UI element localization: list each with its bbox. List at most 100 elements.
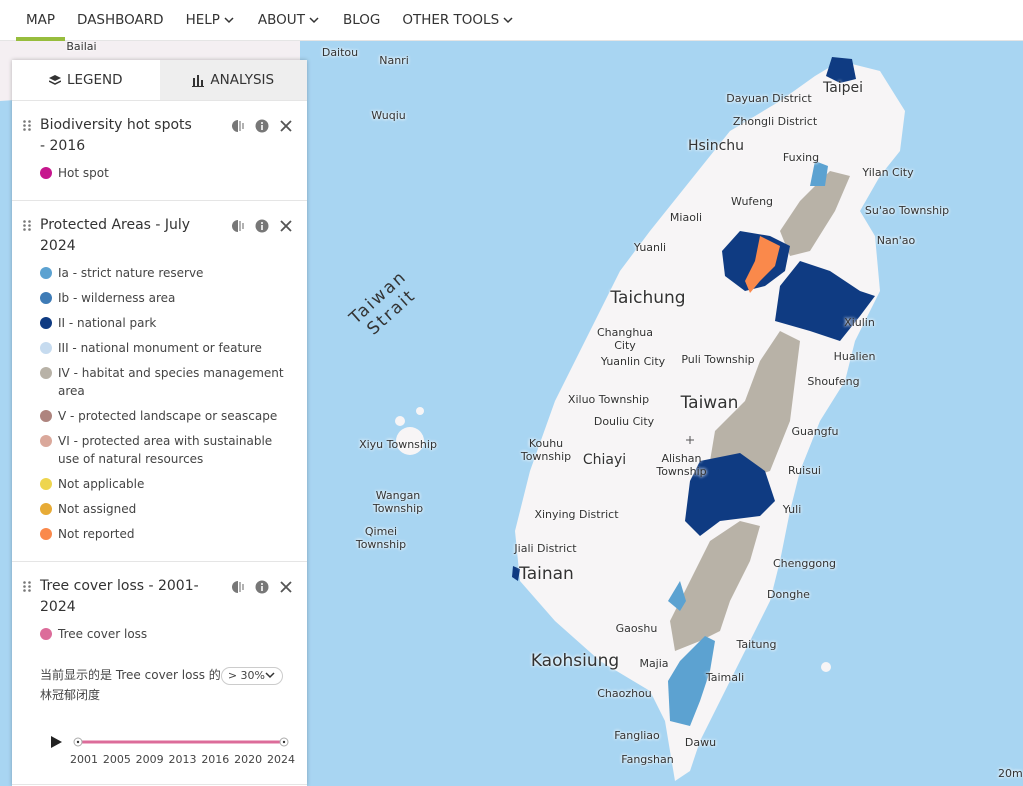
nav-link[interactable]: ABOUT [258, 2, 321, 38]
legend-label: Ia - strict nature reserve [58, 266, 204, 280]
legend-item: IV - habitat and species management area [40, 364, 295, 400]
layer: Protected Areas - July 2024 Ia - strict n… [12, 201, 307, 562]
tab-icon[interactable] [48, 74, 61, 87]
place-label: Douliu City [593, 415, 655, 428]
year-label: 2005 [102, 753, 131, 766]
legend-item: Not applicable [40, 475, 295, 493]
timeline-slider[interactable] [70, 735, 292, 749]
play-button[interactable] [50, 735, 63, 749]
place-label: Xiulin [844, 316, 875, 329]
place-label: Chiayi [582, 452, 627, 468]
threshold-note: 当前显示的是 Tree cover loss 的 > 30% 林冠郁闭度 [40, 665, 295, 705]
place-label: Wuqiu [371, 109, 406, 122]
place-label: Hualien [833, 350, 876, 363]
place-label: Taichung [610, 288, 686, 308]
layer-title: Protected Areas - July 2024 [40, 217, 191, 254]
place-label: Chaozhou [597, 687, 652, 700]
info-button[interactable] [255, 580, 269, 594]
info-button[interactable] [255, 219, 269, 233]
layer: Tree cover loss - 2001-2024 Tree cover lo… [12, 562, 307, 785]
legend-item: Not assigned [40, 500, 295, 518]
nav-link[interactable]: OTHER TOOLS [402, 2, 515, 38]
legend-label: IV - habitat and species management area [58, 366, 284, 398]
place-label: Yuanlin City [600, 355, 666, 368]
legend-label: Hot spot [58, 166, 109, 180]
close-button[interactable] [279, 119, 293, 133]
year-label: 2009 [135, 753, 164, 766]
note-text: 林冠郁闭度 [40, 688, 101, 702]
nav-link[interactable]: MAP [15, 2, 66, 41]
top-nav: MAP DASHBOARD HELP ABOUT BLOG OTHER TOOLS [0, 0, 1023, 41]
chevron[interactable] [309, 16, 321, 24]
map[interactable] [0, 41, 1023, 786]
legend-swatch [40, 435, 52, 447]
tab-icon[interactable] [192, 74, 205, 87]
drag-handle[interactable] [23, 581, 31, 593]
layer-title: Biodiversity hot spots - 2016 [40, 117, 192, 154]
legend-label: Not assigned [58, 502, 137, 516]
place-label: Chenggong [773, 557, 837, 570]
close-button[interactable] [279, 219, 293, 233]
drag-handle[interactable] [23, 120, 31, 132]
nav-link[interactable]: HELP [186, 2, 236, 38]
chevron[interactable] [224, 16, 236, 24]
place-label: Taimali [705, 671, 745, 684]
place-label: Donghe [767, 588, 810, 601]
legend-item: V - protected landscape or seascape [40, 407, 295, 425]
place-label: Nan'ao [876, 234, 916, 247]
threshold-dropdown[interactable]: > 30% [220, 667, 283, 685]
legend-item: Hot spot [40, 164, 295, 182]
layer-tools [231, 580, 293, 594]
place-label: Ruisui [788, 464, 821, 477]
legend-label: VI - protected area with sustainable use… [58, 434, 273, 466]
place-label: 20m [998, 767, 1023, 780]
chevron[interactable] [503, 16, 515, 24]
legend-item: VI - protected area with sustainable use… [40, 432, 295, 468]
chevron[interactable] [265, 671, 276, 679]
place-label: Guangfu [791, 425, 839, 438]
nav-link[interactable]: DASHBOARD [77, 2, 164, 38]
place-label: Qimei Township [355, 525, 407, 551]
place-label: Jiali District [514, 542, 577, 555]
tab-label: LEGEND [66, 72, 123, 88]
drag-handle[interactable] [23, 220, 31, 232]
place-label: Nanri [379, 54, 409, 67]
place-label: Fuxing [782, 151, 820, 164]
opacity-button[interactable] [231, 119, 245, 133]
place-label: Yilan City [862, 166, 914, 179]
place-label: Fangliao [614, 729, 660, 742]
place-label: Zhongli District [732, 115, 818, 128]
map-background [0, 41, 905, 781]
legend-label: Ib - wilderness area [58, 291, 176, 305]
legend-item: Tree cover loss [40, 625, 295, 643]
place-label: Yuli [782, 503, 802, 516]
info-button[interactable] [255, 119, 269, 133]
layer: Biodiversity hot spots - 2016 Hot spot [12, 101, 307, 201]
place-label: Xiluo Township [567, 393, 650, 406]
year-label: 2024 [266, 753, 295, 766]
tab[interactable]: LEGEND [12, 60, 160, 100]
layer-list: Biodiversity hot spots - 2016 Hot spot Pro… [12, 101, 307, 785]
opacity-button[interactable] [231, 580, 245, 594]
close-button[interactable] [279, 580, 293, 594]
nav-text: HELP [185, 12, 220, 28]
place-label: Bailai [66, 40, 97, 53]
legend-swatch [40, 292, 52, 304]
place-label: Yuanli [633, 241, 667, 254]
year-label: 2020 [234, 753, 263, 766]
place-label: Xinying District [534, 508, 619, 521]
place-label: Shoufeng [807, 375, 860, 388]
legend-label: Not applicable [58, 477, 145, 491]
legend-swatch [40, 167, 52, 179]
legend-label: III - national monument or feature [58, 341, 262, 355]
nav-link[interactable]: BLOG [343, 2, 380, 38]
panel-tabs: LEGEND ANALYSIS [12, 60, 307, 101]
tab[interactable]: ANALYSIS [159, 60, 307, 100]
place-label: Gaoshu [615, 622, 658, 635]
opacity-button[interactable] [231, 219, 245, 233]
year-label: 2013 [168, 753, 197, 766]
place-label: Miaoli [669, 211, 703, 224]
place-label: Wangan Township [372, 489, 424, 515]
place-label: Puli Township [681, 353, 755, 366]
